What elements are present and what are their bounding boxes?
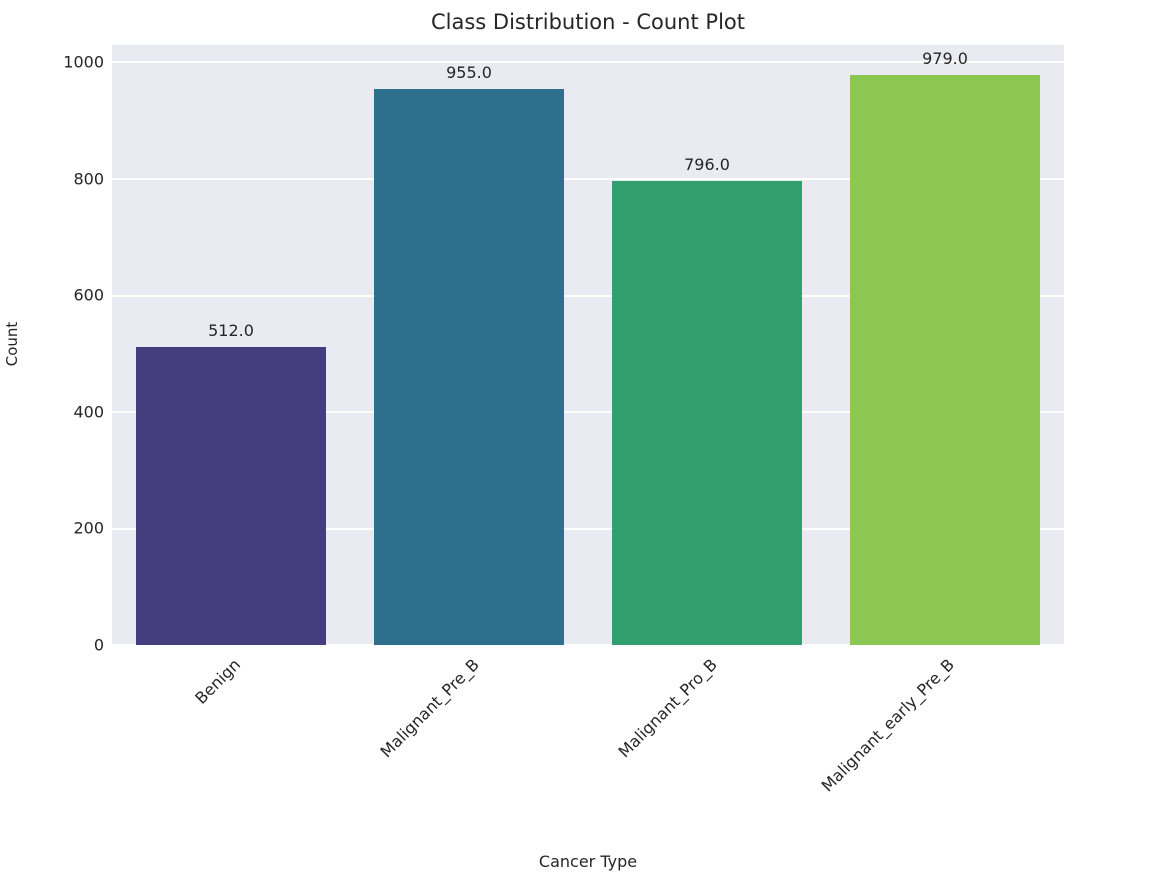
bar-Benign — [135, 346, 327, 645]
gridline — [112, 61, 1064, 64]
x-tick-label: Malignant_Pre_B — [376, 655, 483, 762]
bar-value-label: 979.0 — [922, 48, 968, 68]
gridline — [112, 644, 1064, 646]
y-tick-label: 400 — [73, 402, 104, 422]
y-tick-label: 800 — [73, 169, 104, 189]
gridline — [112, 294, 1064, 297]
y-tick-label: 1000 — [63, 52, 104, 72]
bar-value-label: 796.0 — [684, 155, 730, 175]
chart-title: Class Distribution - Count Plot — [431, 10, 745, 34]
plot-area: 512.0 955.0 796.0 979.0 — [112, 45, 1064, 646]
gridline — [112, 411, 1064, 413]
x-tick-label: Malignant_early_Pre_B — [818, 655, 959, 796]
y-axis-label: Count — [3, 321, 21, 367]
x-tick-label: Benign — [191, 655, 245, 708]
bar-Malignant_Pre_B — [373, 88, 565, 645]
x-tick-label: Malignant_Pro_B — [614, 655, 721, 762]
x-axis-label: Cancer Type — [538, 852, 638, 871]
gridline — [112, 527, 1064, 530]
gridline — [112, 177, 1064, 180]
y-tick-label: 0 — [93, 635, 104, 655]
y-tick-label: 600 — [73, 285, 104, 305]
bar-value-label: 955.0 — [446, 62, 492, 82]
y-tick-label: 200 — [73, 518, 104, 538]
bar-Malignant_early_Pre_B — [849, 74, 1041, 645]
bar-Malignant_Pro_B — [611, 181, 803, 645]
bar-value-label: 512.0 — [208, 320, 254, 340]
